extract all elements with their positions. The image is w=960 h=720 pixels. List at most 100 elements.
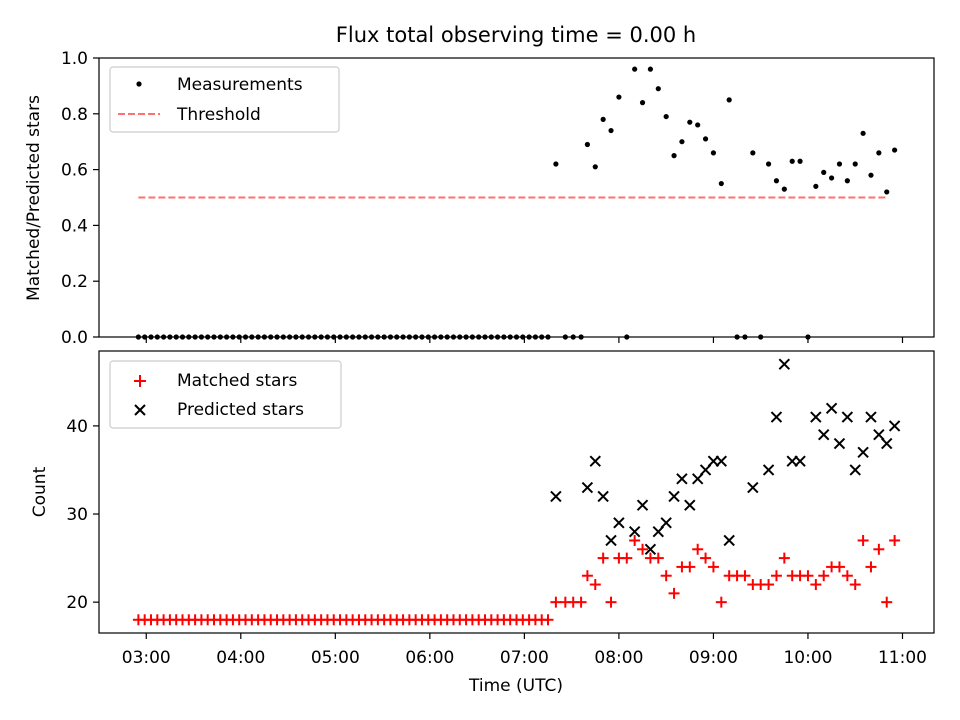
x-tick-label: 10:00 [783,648,832,668]
measurement-point [828,175,835,181]
predicted-star-point [794,455,806,467]
bottom-panel-ticks: 03:00 04:00 05:00 06:00 07:00 08:00 09:00 10:00… [66,417,927,668]
y-tick-label: 1.0 [61,49,88,69]
x-tick-label: 09:00 [689,648,738,668]
matched-star-point [652,552,664,564]
measurement-point [844,178,850,184]
predicted-star-point [684,499,696,511]
matched-star-point [715,596,727,608]
predicted-star-point [652,525,664,538]
measurement-point [655,86,661,92]
top-panel-ticks: 0.0 0.2 0.4 0.6 0.8 1.0 [61,49,904,348]
matched-star-point [802,570,814,582]
predicted-star-point [715,455,728,467]
legend-box [109,66,340,133]
measurement-point [702,136,709,142]
measurement-point [718,180,724,187]
predicted-star-point [778,358,791,370]
bottom-panel-xlabel: Time (UTC) [468,676,563,696]
measurement-point [852,161,858,167]
matched-star-point [629,534,641,546]
x-tick-label: 04:00 [216,648,265,668]
predicted-star-point [888,420,901,432]
predicted-star-point [857,446,869,459]
y-tick-label: 40 [66,417,88,437]
matched-star-point [597,552,609,564]
y-tick-label: 0.8 [61,105,88,125]
measurement-point [821,169,827,175]
measurement-point [781,186,787,192]
matched-star-point [637,543,649,555]
x-tick-label: 05:00 [311,648,360,668]
matched-star-point [700,552,712,564]
predicted-star-point [762,464,775,476]
legend-measurements-marker [136,81,142,87]
top-panel-ylabel: Matched/Predicted stars [24,95,44,301]
top-panel: 0.0 0.2 0.4 0.6 0.8 1.0 Matched/Predicted sta… [24,49,935,348]
measurement-point [813,183,819,189]
bottom-panel-series [132,358,901,626]
y-tick-label: 20 [66,593,88,613]
top-panel-frame [98,57,935,338]
x-tick-label: 08:00 [594,648,643,668]
matched-star-point [857,534,869,546]
measurement-point [687,119,693,125]
bottom-panel-frame [98,350,935,634]
measurement-point [750,150,756,156]
predicted-star-point [691,473,704,485]
legend-measurements-label: Measurements [177,75,303,95]
predicted-star-point [723,534,735,547]
matched-star-point [550,596,562,608]
matched-star-point [770,570,782,582]
x-tick-label: 06:00 [405,648,454,668]
matched-star-point [684,561,696,573]
measurement-point [632,66,638,72]
y-tick-label: 0.4 [61,216,88,236]
measurement-point [884,189,890,195]
legend-predicted-marker [134,404,146,416]
matched-star-point [810,579,822,591]
predicted-star-point [676,473,688,485]
measurement-point [592,164,598,170]
x-tick-label: 11:00 [878,648,927,668]
matched-star-point [581,570,593,582]
measurement-point [836,161,843,167]
matched-star-point [621,552,633,564]
matched-star-point [605,596,617,608]
bottom-panel: 03:00 04:00 05:00 06:00 07:00 08:00 09:00 10:00… [30,350,935,696]
measurement-point [671,153,677,159]
predicted-star-point [833,437,846,450]
predicted-star-point [597,490,609,503]
measurement-point [765,161,772,167]
matched-star-point [739,570,751,582]
predicted-star-point [770,411,783,423]
measurement-point [663,113,669,120]
predicted-star-point [825,402,838,414]
matched-star-point [660,570,672,582]
measurement-point [789,158,795,164]
matched-star-point [542,614,554,626]
legend-matched-marker [134,375,146,387]
predicted-star-point [581,481,594,494]
legend-matched-label: Matched stars [177,371,297,391]
predicted-star-point [660,517,672,529]
matched-star-point [881,596,893,608]
measurement-point [726,97,732,103]
measurement-point [639,100,646,106]
matched-star-point [778,552,790,564]
predicted-star-point [628,525,641,538]
measurement-point [797,158,803,164]
predicted-star-point [550,490,562,503]
measurement-point [616,94,622,100]
figure-title: Flux total observing time = 0.00 h [336,23,696,47]
x-tick-label: 07:00 [500,648,549,668]
matched-star-point [849,579,861,591]
measurement-point [608,127,614,134]
legend-threshold-label: Threshold [176,105,261,125]
matched-star-point [692,543,704,555]
predicted-star-point [636,499,649,511]
y-tick-label: 0.6 [61,161,88,181]
measurement-point [695,122,701,128]
matched-star-point [818,570,830,582]
matched-star-point [889,534,901,546]
